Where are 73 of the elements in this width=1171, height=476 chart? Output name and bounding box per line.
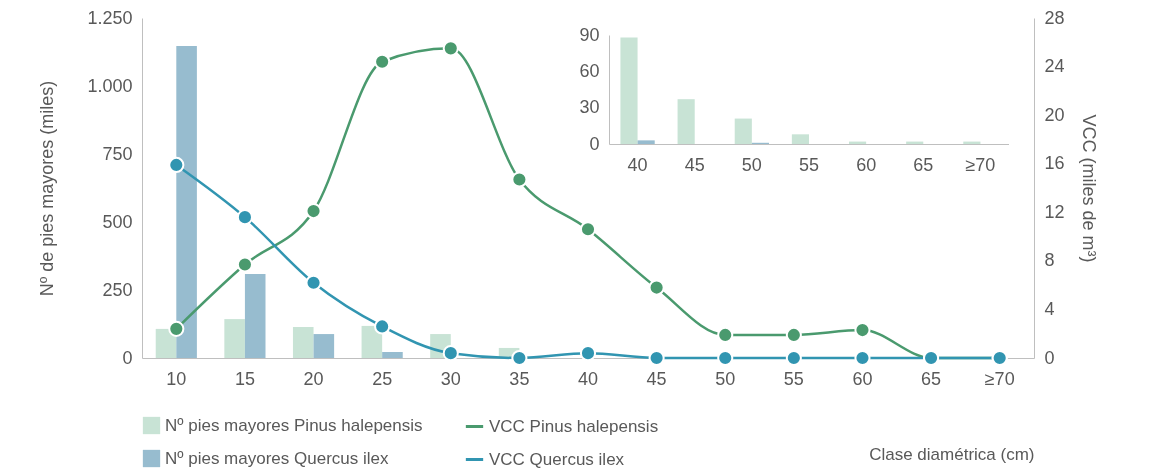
point xyxy=(374,53,391,70)
point xyxy=(305,203,322,220)
x-tick-label: 30 xyxy=(440,368,461,389)
x-tick-label: 40 xyxy=(577,368,599,389)
y2-tick-label: 0 xyxy=(1044,347,1055,368)
point xyxy=(511,171,528,188)
y-tick-label: 250 xyxy=(102,279,133,300)
y-tick-label: 30 xyxy=(579,97,600,118)
bar xyxy=(791,134,809,144)
point xyxy=(579,221,597,238)
x-tick-label: 45 xyxy=(646,368,667,389)
legend-label: VCC Pinus halepensis xyxy=(489,416,659,436)
point xyxy=(168,156,185,173)
x-tick-label: 65 xyxy=(913,154,934,175)
bar xyxy=(637,140,655,144)
y-tick-label: 500 xyxy=(102,211,133,232)
y2-tick-label: 8 xyxy=(1044,250,1055,271)
x-tick-label: 35 xyxy=(509,368,530,389)
y-tick-label: 750 xyxy=(102,143,133,164)
y2-tick-label: 24 xyxy=(1044,56,1065,77)
y2-tick-label: 12 xyxy=(1044,201,1065,222)
point xyxy=(854,322,871,339)
y2-tick-label: 4 xyxy=(1044,298,1055,319)
point xyxy=(236,209,253,226)
x-tick-label: 40 xyxy=(627,154,648,175)
point xyxy=(236,256,253,273)
x-tick-label: ≥70 xyxy=(984,368,1015,389)
point xyxy=(374,318,391,335)
bar xyxy=(224,319,245,358)
point xyxy=(168,320,185,337)
legend-label: VCC Quercus ilex xyxy=(489,449,625,469)
x-tick-label: 10 xyxy=(166,368,187,389)
x-tick-label: ≥70 xyxy=(965,154,996,175)
x-tick-label: 50 xyxy=(715,368,736,389)
bar xyxy=(620,37,638,144)
bar xyxy=(734,118,752,144)
bar xyxy=(292,326,314,358)
y2-tick-label: 28 xyxy=(1044,7,1065,28)
bar xyxy=(382,352,403,358)
x-axis-title: Clase diamétrica (cm) xyxy=(869,444,1035,464)
legend-label: Nº pies mayores Pinus halepensis xyxy=(165,415,423,435)
x-tick-label: 15 xyxy=(234,368,255,389)
point xyxy=(305,274,322,291)
bar xyxy=(244,273,266,358)
x-tick-label: 60 xyxy=(852,368,873,389)
y2-tick-label: 20 xyxy=(1044,104,1065,125)
y-tick-label: 0 xyxy=(589,133,600,154)
point xyxy=(442,40,459,57)
y-axis-title: Nº de pies mayores (miles) xyxy=(37,80,58,297)
y-tick-label: 90 xyxy=(579,24,600,45)
x-tick-label: 50 xyxy=(741,154,762,175)
x-tick-label: 20 xyxy=(303,368,324,389)
point xyxy=(648,279,665,296)
y-tick-label: 0 xyxy=(122,347,133,368)
x-tick-label: 55 xyxy=(798,154,820,175)
y2-tick-label: 16 xyxy=(1044,153,1065,174)
legend-label: Nº pies mayores Quercus ilex xyxy=(165,448,390,468)
bar xyxy=(677,99,695,144)
point xyxy=(579,345,597,362)
x-tick-label: 55 xyxy=(783,368,804,389)
bar xyxy=(176,46,197,358)
x-tick-label: 45 xyxy=(684,154,705,175)
y2-axis-title: VCC (miles de m³) xyxy=(1078,114,1099,263)
x-tick-label: 25 xyxy=(372,368,393,389)
x-tick-label: 60 xyxy=(856,154,877,175)
x-tick-label: 65 xyxy=(921,368,942,389)
point xyxy=(785,326,802,343)
point xyxy=(442,345,459,362)
y-tick-label: 1.250 xyxy=(87,7,133,28)
point xyxy=(717,326,734,343)
y-tick-label: 60 xyxy=(579,60,600,81)
bar xyxy=(313,334,335,358)
y-tick-label: 1.000 xyxy=(87,75,133,96)
